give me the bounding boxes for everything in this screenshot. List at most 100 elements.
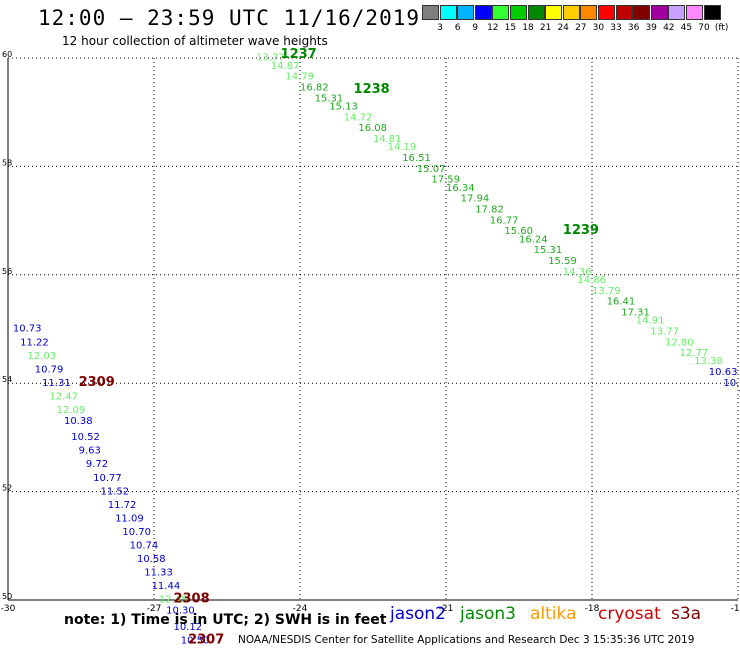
wave-height-label: 10.52 [71,432,100,443]
y-tick-label: 58 [2,158,12,167]
wave-height-label: 15.31 [534,245,563,256]
x-tick-label: -27 [147,604,162,614]
color-scale-label: 21 [539,23,552,33]
wave-height-label: 16.41 [607,297,636,308]
color-swatch [615,5,633,20]
note-text: note: 1) Time is in UTC; 2) SWH is in fe… [64,612,387,628]
y-tick-label: 60 [2,50,12,59]
wave-height-label: 17.94 [461,194,490,205]
color-scale-label: 33 [610,23,622,33]
x-tick-label: -21 [439,604,454,614]
wave-height-label: 16.34 [446,183,475,194]
wave-height-label: 17.59 [431,175,460,186]
color-swatch [422,5,439,20]
color-swatch [703,5,721,20]
color-scale-label: 70 [698,23,710,33]
legend-jason2: jason2 [390,604,446,624]
color-scale-label: 18 [522,23,534,33]
color-scale-label: 12 [487,23,499,33]
color-swatch [439,5,457,20]
time-annotation: 2309 [79,375,115,390]
color-swatch [633,5,651,20]
color-scale-label: 45 [680,23,693,33]
wave-height-label: 12.45 [159,595,188,606]
color-swatch [492,5,510,20]
wave-height-label: 10.30 [166,606,195,617]
wave-height-label: 10.73 [13,324,42,335]
color-swatch [527,5,545,20]
color-swatch [580,5,598,20]
wave-height-label: 13.77 [650,326,679,337]
color-swatch [510,5,527,20]
wave-height-label: 11.09 [115,513,144,524]
color-scale-label: 9 [472,23,479,33]
time-annotation: 2308 [173,592,209,607]
wave-height-label: 15.60 [504,226,533,237]
wave-height-label: 12.03 [27,351,56,362]
wave-height-label: 11.72 [108,500,137,511]
color-swatch [686,5,703,20]
x-tick-label: -30 [1,604,16,614]
wave-height-label: 10.38 [64,416,93,427]
wave-height-label: 14.91 [636,316,665,327]
wave-height-label: 14.72 [344,112,373,123]
legend-s3a: s3a [671,604,702,624]
time-annotation: 1237 [281,47,317,62]
wave-height-label: 14.81 [373,134,402,145]
wave-height-label: 11.33 [144,568,173,579]
wave-height-label: 11.22 [20,337,49,348]
footer-credit: NOAA/NESDIS Center for Satellite Applica… [238,634,695,646]
y-tick-label: 52 [2,484,12,493]
wave-height-label: 15.07 [417,164,446,175]
wave-height-label: 13.79 [592,286,621,297]
x-tick-label: -15 [731,604,740,614]
color-swatch [668,5,686,20]
wave-height-label: 9.63 [79,446,101,457]
legend-cryosat: cryosat [598,604,661,624]
color-swatch [562,5,580,20]
wave-height-label: 9.72 [86,459,108,470]
wave-height-label: 17.82 [475,204,504,215]
wave-height-label: 10.50 [181,635,210,646]
wave-height-label: 10.74 [130,541,159,552]
wave-height-label: 16.51 [402,153,431,164]
color-scale-label: (ft) [714,23,729,33]
time-annotation: 2307 [188,632,224,647]
wave-height-label: 10.58 [137,554,166,565]
y-tick-label: 50 [2,592,12,601]
color-swatch [598,5,615,20]
wave-height-label: 14.86 [577,275,606,286]
wave-height-label: 14.36 [563,267,592,278]
color-swatch [650,5,668,20]
wave-height-label: 10.63 [709,367,738,378]
wave-height-label: 14.79 [285,72,314,83]
wave-height-label: 12.47 [49,391,78,402]
wave-height-label: 16.77 [490,215,519,226]
wave-height-label: 16.08 [358,123,387,134]
color-scale-label: 6 [454,23,461,33]
color-scale-label: 27 [575,23,587,33]
wave-height-label: 10.77 [93,473,122,484]
color-scale-label: 15 [504,23,517,33]
wave-height-label: 12.77 [680,348,709,359]
time-annotation: 1239 [563,223,599,238]
wave-height-label: 12.09 [57,405,86,416]
y-tick-label: 56 [2,267,12,276]
wave-height-label: 11.97 [738,389,740,400]
wave-height-label: 10.70 [122,527,151,538]
chart-title: 12:00 – 23:59 UTC 11/16/2019 [38,6,421,30]
wave-height-label: 13.38 [694,356,723,367]
wave-height-label: 10.91 [723,378,740,389]
color-scale-label: 36 [627,23,640,33]
wave-height-label: 14.19 [388,142,417,153]
wave-height-label: 15.13 [329,101,358,112]
color-scale-label: 39 [645,23,657,33]
legend-jason3: jason3 [460,604,516,624]
color-swatch [457,5,475,20]
wave-height-label: 14.87 [271,61,300,72]
color-scale-label: 42 [663,23,675,33]
time-annotation: 1238 [354,82,390,97]
color-scale-label: 3 [437,23,443,33]
wave-height-label: 11.31 [42,378,71,389]
